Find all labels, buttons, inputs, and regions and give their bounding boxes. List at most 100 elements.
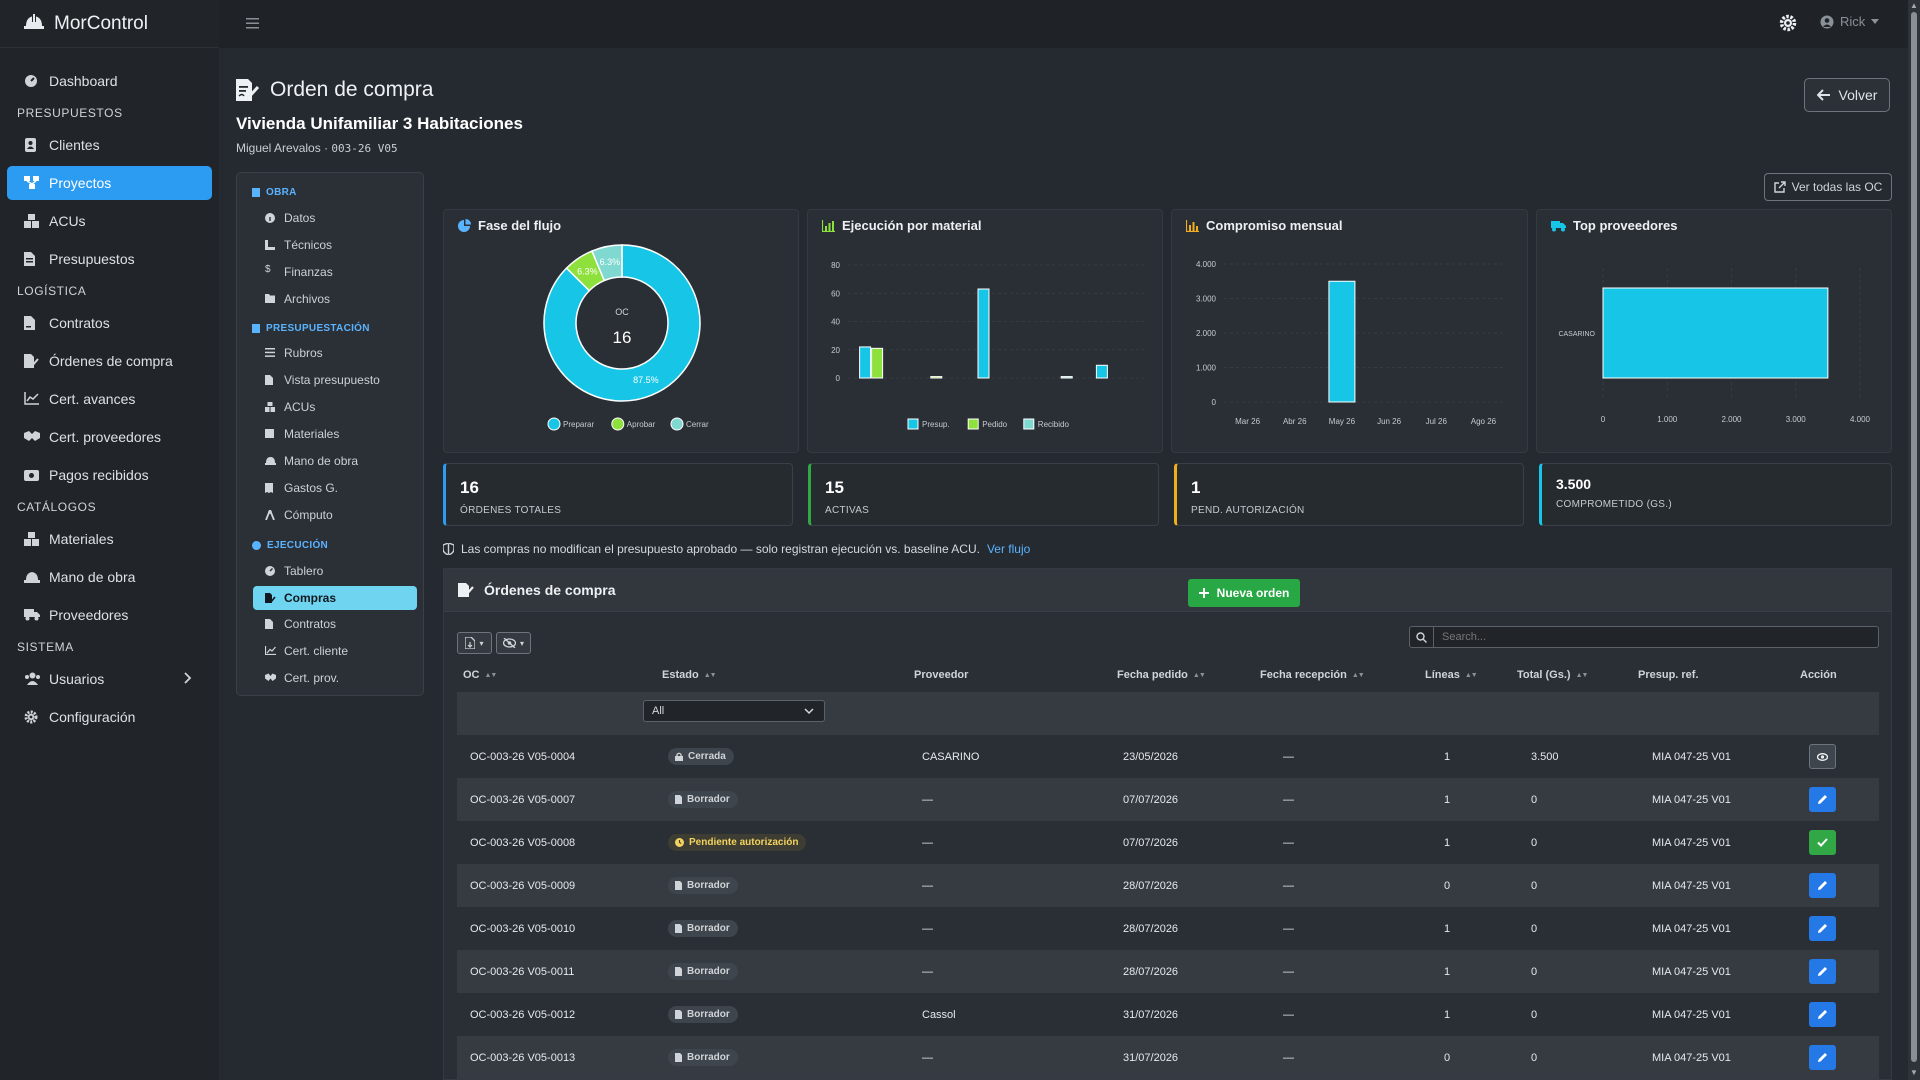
theme-settings-icon[interactable] (1779, 14, 1797, 32)
view-button[interactable] (1809, 744, 1836, 769)
table-row[interactable]: OC-003-26 V05-0007 Borrador — 07/07/2026 — 1 0… (457, 778, 1879, 821)
sidebar-item-pagos[interactable]: Pagos recibidos (7, 458, 212, 492)
subnav-item-computo[interactable]: Cómputo (253, 503, 417, 527)
sidebar-item-label: Usuarios (49, 671, 105, 687)
handshake-icon (265, 673, 276, 681)
sidebar-item-clientes[interactable]: Clientes (7, 128, 212, 162)
sidebar-item-acus[interactable]: ACUs (7, 204, 212, 238)
edit-button[interactable] (1809, 1045, 1836, 1070)
table-row[interactable]: OC-003-26 V05-0004 Cerrada CASARINO 23/05/2… (457, 735, 1879, 778)
flow-link[interactable]: Ver flujo (986, 542, 1031, 556)
table-row[interactable]: OC-003-26 V05-0009 Borrador — 28/07/2026 — 0 0… (457, 864, 1879, 907)
column-header-fecha-pedido[interactable]: Fecha pedido ▲▼ (1117, 669, 1206, 681)
column-header-fecha-recepcion[interactable]: Fecha recepción ▲▼ (1260, 669, 1365, 681)
sidebar-section-presupuestos: PRESUPUESTOS (17, 106, 123, 120)
subnav-item-compras[interactable]: Compras (253, 586, 417, 610)
cell-estado: Borrador (668, 993, 738, 1036)
bar-pedido (930, 376, 943, 379)
table-row[interactable]: OC-003-26 V05-0011 Borrador — 28/07/2026 — 1 0… (457, 950, 1879, 993)
table-row[interactable]: OC-003-26 V05-0008 Pendiente autorización… (457, 821, 1879, 864)
sidebar-item-configuracion[interactable]: Configuración (7, 700, 212, 734)
sidebar-item-label: Contratos (49, 315, 110, 331)
column-header-estado[interactable]: Estado ▲▼ (662, 669, 717, 681)
legend-swatch (547, 417, 561, 431)
subnav-item-tecnicos[interactable]: Técnicos (253, 233, 417, 257)
column-header-lineas[interactable]: Líneas ▲▼ (1425, 669, 1478, 681)
table-row[interactable]: OC-003-26 V05-0010 Borrador — 28/07/2026 — 1 0… (457, 907, 1879, 950)
sidebar-item-proveedores[interactable]: Proveedores (7, 598, 212, 632)
cell-fecha-pedido: 28/07/2026 (1123, 965, 1179, 978)
sidebar-item-materiales[interactable]: Materiales (7, 522, 212, 556)
sidebar-item-cert-avances[interactable]: Cert. avances (7, 382, 212, 416)
edit-button[interactable] (1809, 1002, 1836, 1027)
search-input[interactable] (1434, 631, 1874, 643)
sidebar-item-presupuestos[interactable]: Presupuestos (7, 242, 212, 276)
column-visibility-button[interactable]: ▾ (496, 632, 531, 654)
sidebar-item-contratos[interactable]: Contratos (7, 306, 212, 340)
donut-center-value: 16 (613, 328, 632, 347)
subnav-item-gastos[interactable]: Gastos G. (253, 476, 417, 500)
top-suppliers-bar-chart: 0 1.000 2.000 3.000 4.000 CASARINO (1558, 268, 1871, 424)
chevron-down-icon (804, 708, 814, 715)
info-notice: Las compras no modifican el presupuesto … (443, 542, 1030, 556)
new-order-button[interactable]: Nueva orden (1188, 579, 1300, 607)
subnav-item-mano-obra[interactable]: Mano de obra (253, 449, 417, 473)
cell-proveedor: Cassol (922, 1008, 956, 1021)
subnav-item-archivos[interactable]: Archivos (253, 287, 417, 311)
sidebar-item-dashboard[interactable]: Dashboard (7, 64, 212, 98)
edit-button[interactable] (1809, 959, 1836, 984)
cell-fecha-pedido: 31/07/2026 (1123, 1051, 1179, 1064)
subnav-item-finanzas[interactable]: $ Finanzas (265, 264, 333, 279)
y-tick-label: 40 (831, 318, 840, 327)
subnav-item-cert-prov[interactable]: Cert. prov. (253, 666, 417, 690)
hamburger-menu-icon[interactable] (246, 18, 259, 29)
edit-button[interactable] (1809, 916, 1836, 941)
sidebar-item-mano-obra[interactable]: Mano de obra (7, 560, 212, 594)
pie-slice-label: 87.5% (633, 375, 659, 385)
scroll-up-icon[interactable]: ▲ (1910, 1, 1918, 10)
user-menu[interactable]: Rick (1820, 14, 1880, 29)
column-header-oc[interactable]: OC ▲▼ (463, 669, 497, 681)
cell-total: 0 (1531, 793, 1538, 806)
subnav-item-contratos[interactable]: Contratos (253, 612, 417, 636)
table-search (1409, 626, 1879, 648)
x-tick-label: 0 (1601, 415, 1606, 424)
sidebar-item-ordenes[interactable]: Órdenes de compra (7, 344, 212, 378)
estado-filter-select[interactable]: All (643, 700, 825, 722)
see-all-orders-button[interactable]: Ver todas las OC (1764, 173, 1892, 201)
y-category-label: CASARINO (1558, 331, 1595, 338)
sidebar-item-label: Proveedores (49, 607, 129, 623)
sidebar-item-proyectos[interactable]: Proyectos (7, 166, 212, 200)
scroll-down-icon[interactable]: ▼ (1910, 1068, 1918, 1077)
card-fase-del-flujo: Fase del flujo 87.5% 6.3% 6.3% OC 16 Preparar… (443, 209, 799, 453)
cell-proveedor: — (922, 879, 933, 892)
export-button[interactable]: ▾ (457, 632, 492, 654)
scrollbar-thumb[interactable] (1911, 12, 1917, 1062)
subnav-item-rubros[interactable]: Rubros (253, 341, 417, 365)
subnav-item-datos[interactable]: Datos (253, 206, 417, 230)
flow-phase-donut-chart: 87.5% 6.3%6.3% OC 16 Preparar Aprobar Cerrar (543, 244, 709, 431)
subnav-item-vista-presupuesto[interactable]: Vista presupuesto (253, 368, 417, 392)
sidebar-item-cert-proveedores[interactable]: Cert. proveedores (7, 420, 212, 454)
column-header-accion: Acción (1800, 669, 1837, 681)
cell-fecha-recepcion: — (1283, 793, 1294, 806)
back-button[interactable]: Volver (1804, 78, 1890, 112)
money-check-icon (24, 470, 39, 481)
table-row[interactable]: OC-003-26 V05-0013 Borrador — 31/07/2026 — 0 0… (457, 1036, 1879, 1079)
subnav-item-materiales[interactable]: Materiales (253, 422, 417, 446)
edit-button[interactable] (1809, 787, 1836, 812)
brand[interactable]: MorControl (0, 0, 219, 48)
table-row[interactable]: OC-003-26 V05-0012 Borrador Cassol 31/07/20… (457, 993, 1879, 1036)
column-header-total[interactable]: Total (Gs.) ▲▼ (1517, 669, 1588, 681)
cell-oc: OC-003-26 V05-0009 (470, 879, 576, 892)
approve-button[interactable] (1809, 830, 1836, 855)
pencil-icon (1818, 1010, 1827, 1019)
subnav-item-tablero[interactable]: Tablero (253, 559, 417, 583)
x-tick-label: 4.000 (1850, 415, 1871, 424)
subnav-item-acus[interactable]: ACUs (253, 395, 417, 419)
page-scrollbar[interactable]: ▲ ▼ (1908, 0, 1920, 1080)
subnav-item-cert-cliente[interactable]: Cert. cliente (253, 639, 417, 663)
info-text: Las compras no modifican el presupuesto … (461, 542, 980, 556)
edit-button[interactable] (1809, 873, 1836, 898)
sidebar-item-usuarios[interactable]: Usuarios (7, 662, 212, 696)
